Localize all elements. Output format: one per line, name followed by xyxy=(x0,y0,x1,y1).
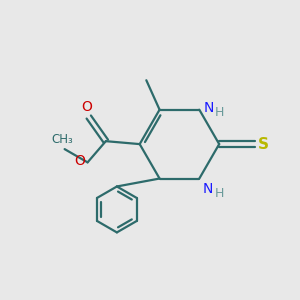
Text: S: S xyxy=(257,136,268,152)
Text: O: O xyxy=(81,100,92,114)
Text: CH₃: CH₃ xyxy=(51,133,73,146)
Text: O: O xyxy=(74,154,85,168)
Text: N: N xyxy=(203,101,214,115)
Text: N: N xyxy=(203,182,213,196)
Text: H: H xyxy=(214,188,224,200)
Text: H: H xyxy=(214,106,224,118)
